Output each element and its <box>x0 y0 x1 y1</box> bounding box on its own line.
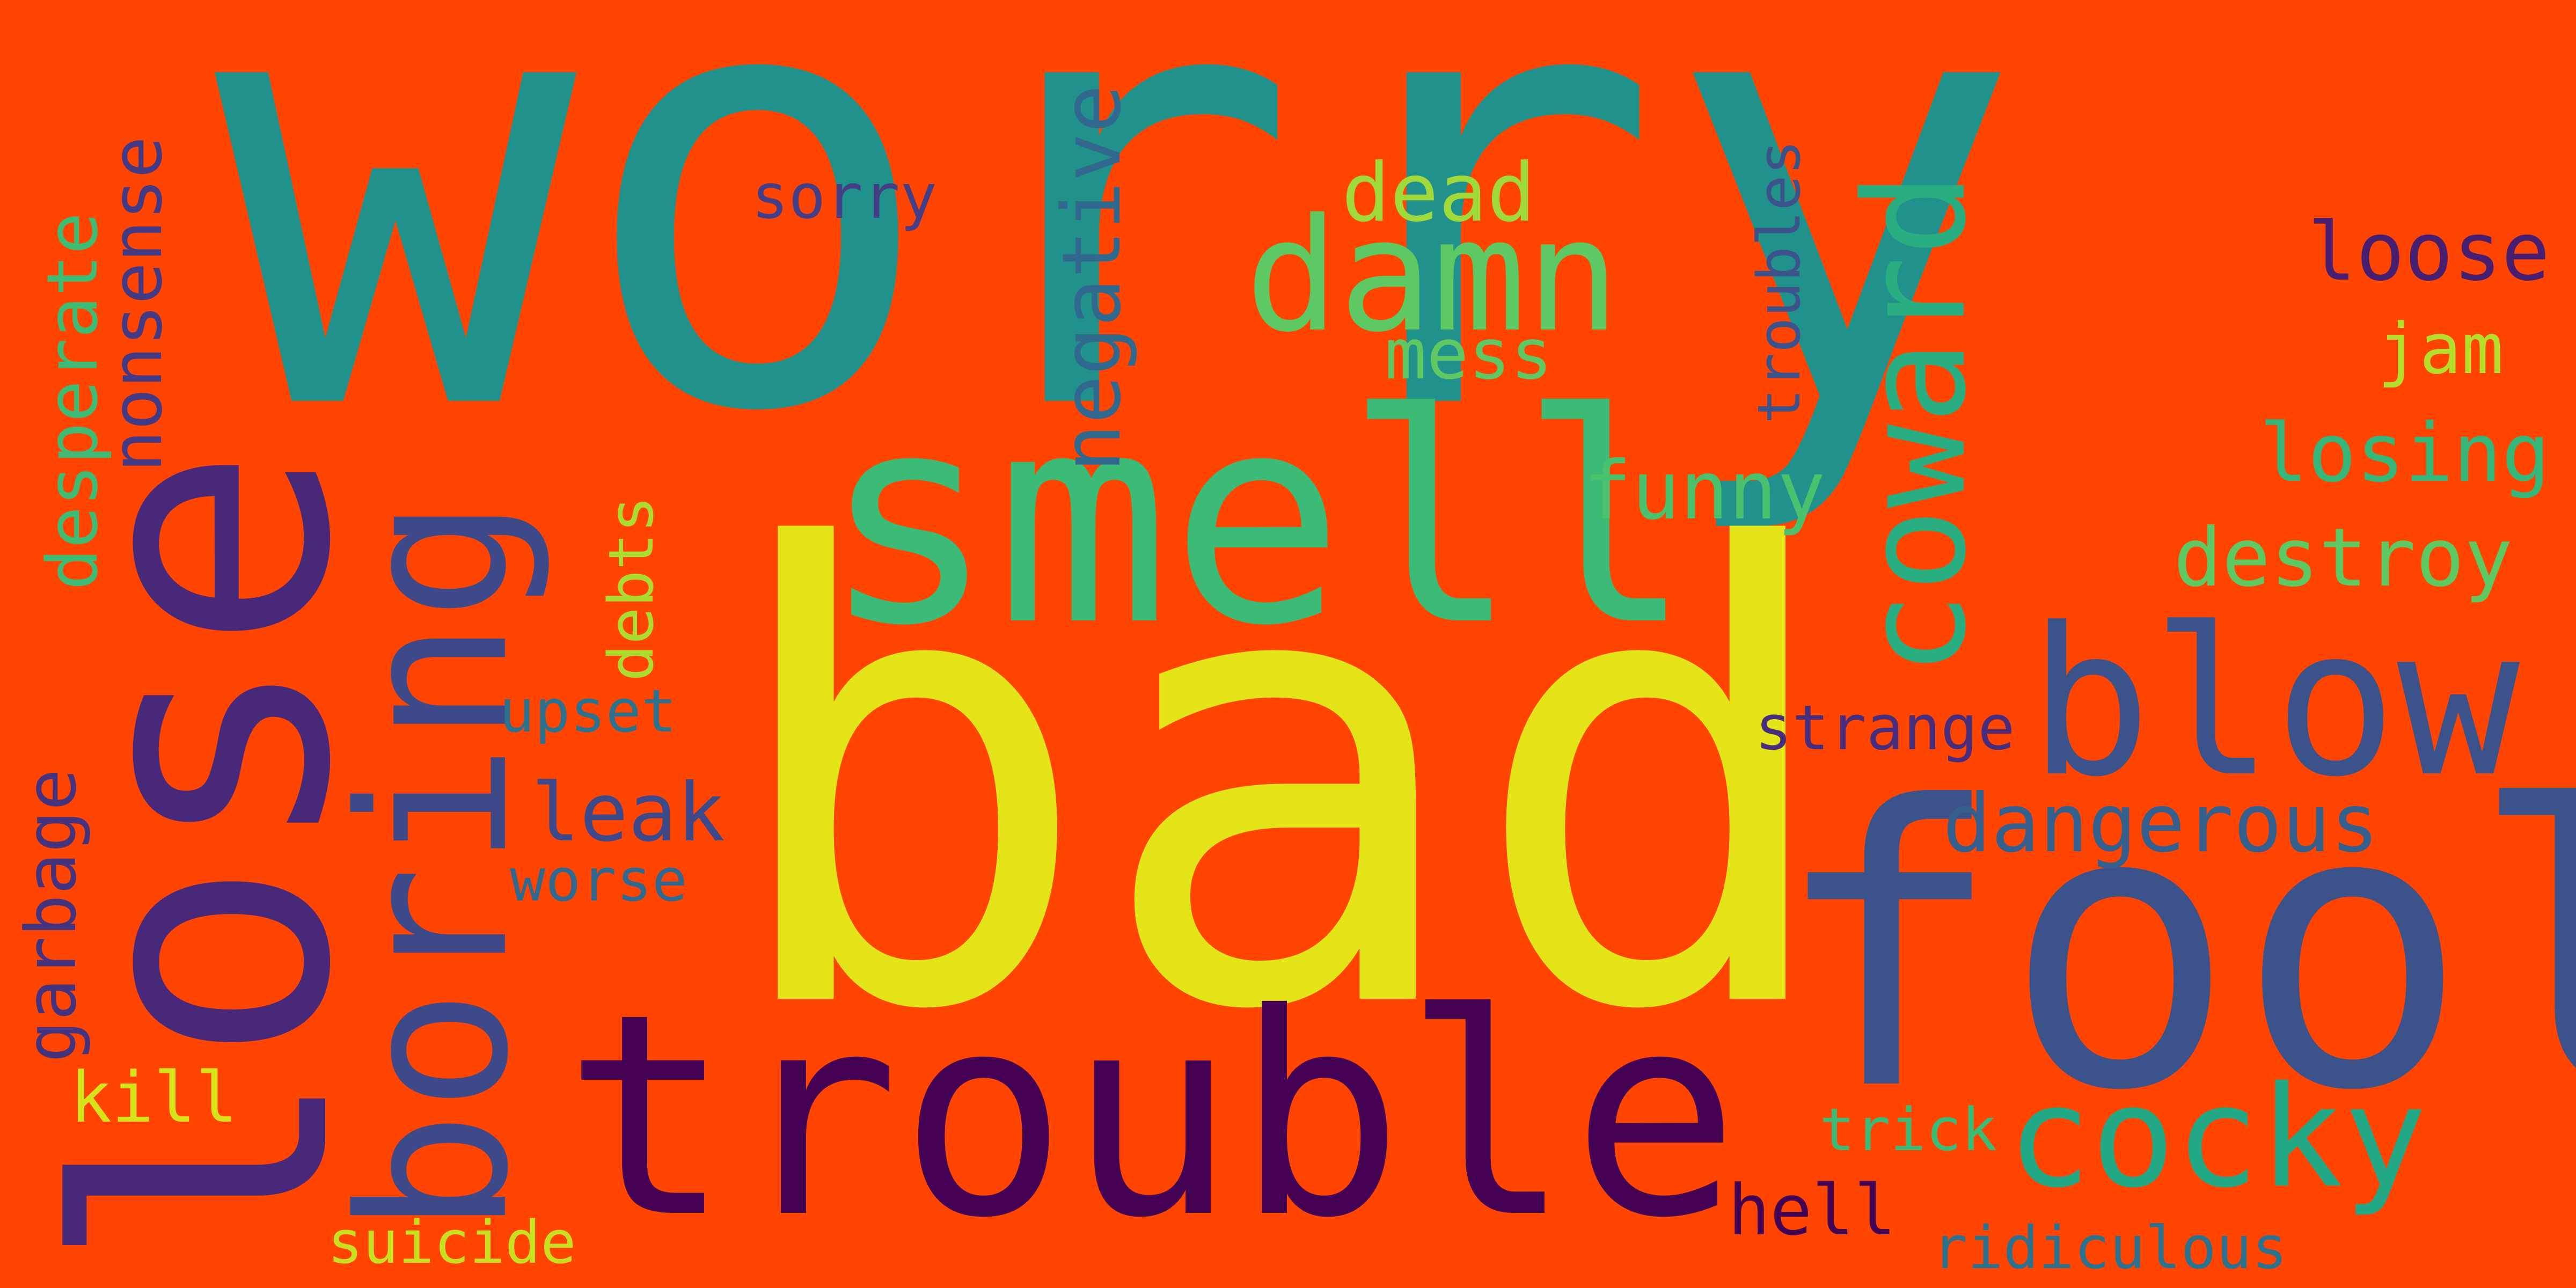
word-smell: smell <box>821 352 1694 689</box>
word-worse: worse <box>510 846 688 914</box>
word-bad: bad <box>719 421 1844 1146</box>
word-kill: kill <box>70 1057 238 1138</box>
word-upset: upset <box>499 677 677 745</box>
word-damn: damn <box>1245 186 1620 367</box>
word-ridiculous: ridiculous <box>1932 1213 2288 1282</box>
word-leak: leak <box>531 766 726 860</box>
word-desperate: desperate <box>32 212 113 590</box>
word-trick: trick <box>1819 1095 1997 1164</box>
word-destroy: destroy <box>2174 511 2513 605</box>
word-dead: dead <box>1342 147 1536 240</box>
word-worry: worry <box>215 0 2024 543</box>
word-coward: coward <box>1835 172 1997 676</box>
word-strange: strange <box>1755 692 2015 764</box>
word-suicide: suicide <box>327 1208 576 1277</box>
word-trouble: trouble <box>564 954 1740 1279</box>
word-garbage: garbage <box>10 769 92 1063</box>
word-troubles: troubles <box>1745 140 1813 424</box>
word-debts: debts <box>596 495 668 682</box>
word-boring: boring <box>316 497 553 1234</box>
word-funny: funny <box>1583 444 1826 538</box>
word-cocky: cocky <box>2007 1057 2427 1219</box>
word-mess: mess <box>1385 313 1553 395</box>
word-dangerous: dangerous <box>1943 777 2379 870</box>
word-hell: hell <box>1728 1169 1897 1251</box>
word-blow: blow <box>2029 584 2520 822</box>
word-loose: loose <box>2308 206 2550 299</box>
word-jam: jam <box>2377 308 2504 390</box>
word-fool: fool <box>1771 725 2576 1175</box>
word-sorry: sorry <box>751 161 938 233</box>
word-negative: negative <box>1045 84 1139 472</box>
word-losing: losing <box>2259 407 2550 500</box>
